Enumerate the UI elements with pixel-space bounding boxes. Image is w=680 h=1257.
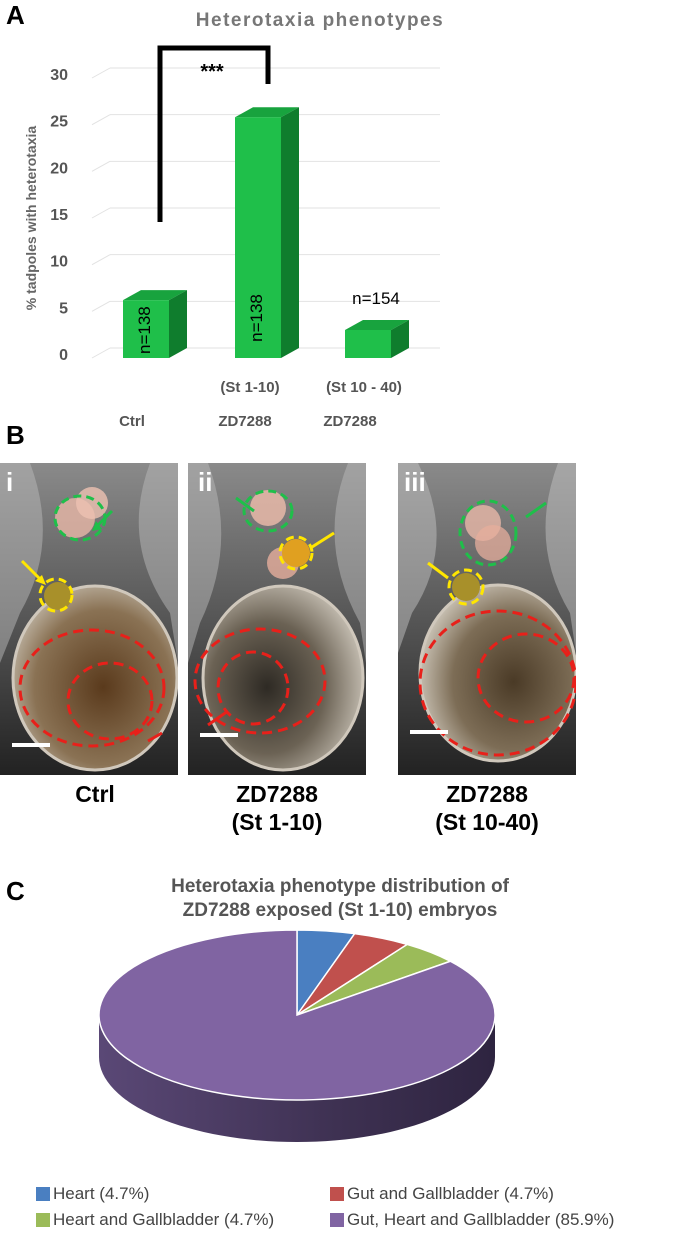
- pie-slice-3: [98, 929, 496, 1101]
- y-tick-label: 20: [50, 160, 68, 177]
- bar-2: [345, 320, 409, 358]
- bar-front: [345, 330, 391, 358]
- bar-top: [235, 107, 299, 118]
- caption-zd7288-st10-40: ZD7288 (St 10-40): [435, 781, 539, 835]
- bar-side: [391, 320, 409, 358]
- x-category-label: ZD7288: [323, 413, 376, 430]
- y-tick-label: 15: [50, 207, 68, 224]
- x-sublabel: (St 10 - 40): [326, 379, 402, 396]
- micrograph-label-i: i: [6, 467, 14, 497]
- micrograph-label-ii: ii: [198, 467, 213, 497]
- micrograph-ctrl: i: [0, 463, 178, 775]
- legend-swatch-heart-gallbladder: [36, 1213, 50, 1227]
- gridline-diag: [91, 254, 111, 266]
- gridline-diag: [91, 207, 111, 219]
- micrograph-label-iii: iii: [404, 467, 426, 497]
- bar-side: [281, 107, 299, 358]
- bar-front: [123, 300, 169, 358]
- legend-swatch-gut-gallbladder: [330, 1187, 344, 1201]
- bar-n-label: n=138: [247, 294, 266, 342]
- y-tick-label: 30: [50, 67, 68, 84]
- legend-item-heart-gallbladder: Heart and Gallbladder (4.7%): [36, 1210, 274, 1230]
- legend-item-gut-gallbladder: Gut and Gallbladder (4.7%): [330, 1184, 554, 1204]
- panel-label-a: A: [6, 0, 25, 30]
- legend-swatch-gut-heart-gallbladder: [330, 1213, 344, 1227]
- bar-0: [123, 290, 187, 358]
- pie-legend: Heart (4.7%) Gut and Gallbladder (4.7%) …: [0, 1178, 680, 1253]
- pie-title-line-2: ZD7288 exposed (St 1-10) embryos: [183, 900, 498, 921]
- gridline-diag: [91, 300, 111, 312]
- legend-swatch-heart: [36, 1187, 50, 1201]
- bar-n-label: n=154: [352, 289, 400, 308]
- bar-1: [235, 107, 299, 358]
- gridline-diag: [91, 67, 111, 79]
- micrograph-zd7288-st1-10: ii: [188, 463, 366, 775]
- caption-ctrl: Ctrl: [75, 781, 115, 807]
- x-category-label: Ctrl: [119, 413, 145, 430]
- caption-zd7288-st1-10: ZD7288 (St 1-10): [231, 781, 323, 835]
- pie-depth-side: [99, 1015, 495, 1142]
- y-tick-label: 25: [50, 114, 68, 131]
- bracket-line: [157, 45, 271, 222]
- legend-item-heart: Heart (4.7%): [36, 1184, 149, 1204]
- bar-chart-title: Heterotaxia phenotypes: [196, 10, 444, 31]
- panel-label-b: B: [6, 420, 25, 450]
- y-tick-label: 10: [50, 254, 68, 271]
- bar-n-label: n=138: [135, 306, 154, 354]
- bar-top: [123, 290, 187, 301]
- gridline-diag: [91, 347, 111, 359]
- gridline-diag: [91, 114, 111, 126]
- pie-title-line-1: Heterotaxia phenotype distribution of: [171, 876, 509, 897]
- x-category-label: ZD7288: [218, 413, 271, 430]
- bar-front: [235, 117, 281, 358]
- y-axis-label: % tadpoles with heterotaxia: [23, 126, 39, 311]
- phenotype-distribution-pie-chart: Heterotaxia phenotype distribution of ZD…: [98, 876, 510, 1142]
- bar-side: [169, 290, 187, 358]
- significance-bracket: ***: [157, 45, 271, 222]
- gridline-diag: [91, 160, 111, 172]
- x-sublabel: (St 1-10): [220, 379, 279, 396]
- heterotaxia-bar-chart: Heterotaxia phenotypes 0 5 10 15 20 25 30 % tadp…: [23, 10, 444, 430]
- panel-label-c: C: [6, 876, 25, 906]
- bar-top: [345, 320, 409, 330]
- micrograph-zd7288-st10-40: iii: [398, 463, 576, 775]
- y-tick-label: 5: [59, 300, 68, 317]
- y-tick-label: 0: [59, 347, 68, 364]
- legend-item-gut-heart-gallbladder: Gut, Heart and Gallbladder (85.9%): [330, 1210, 614, 1230]
- significance-stars: ***: [200, 61, 224, 83]
